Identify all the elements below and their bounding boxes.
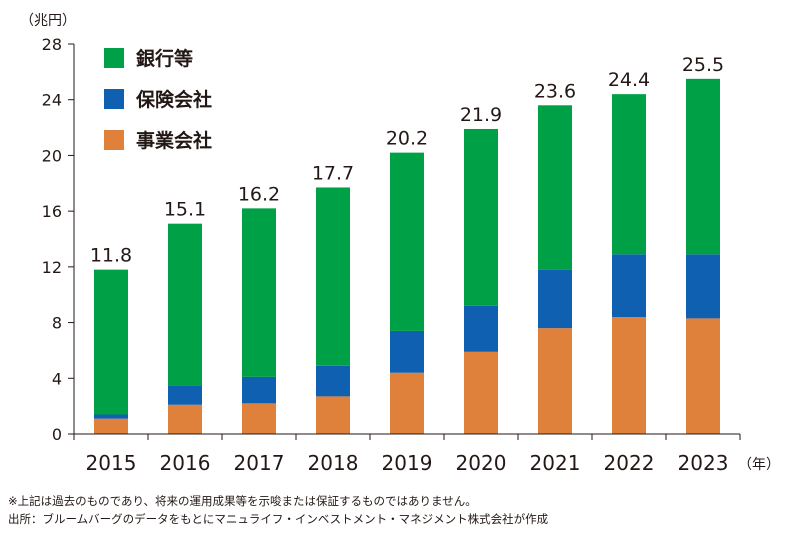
bar-segment — [94, 269, 128, 415]
legend-swatch — [104, 89, 124, 109]
bar-segment — [464, 351, 498, 434]
bar-segment — [538, 269, 572, 329]
x-tick-label: 2019 — [382, 451, 433, 475]
total-labels: 11.8 15.1 16.2 17.7 20.2 21.9 23.6 24.4 25.5 — [90, 54, 724, 267]
bar-segment — [538, 328, 572, 434]
y-tick-label: 24 — [42, 91, 62, 110]
source-note: 出所：ブルームバーグのデータをもとにマニュライフ・インベストメント・マネジメント… — [8, 512, 549, 526]
bar-segment — [390, 152, 424, 331]
bar-segment — [316, 365, 350, 397]
total-label: 11.8 — [90, 245, 132, 267]
x-tick-label: 2016 — [160, 451, 211, 475]
x-tick-label: 2018 — [308, 451, 359, 475]
bar-segment — [94, 418, 128, 434]
bar-segment — [242, 208, 276, 377]
bar-segment — [612, 317, 646, 434]
total-label: 20.2 — [386, 128, 428, 150]
bar-segment — [538, 105, 572, 270]
disclaimer-note: ※上記は過去のものであり、将来の運用成果等を示唆または保証するものではありません… — [8, 494, 477, 508]
bar-segment — [316, 187, 350, 366]
total-label: 25.5 — [682, 54, 724, 76]
y-tick-label: 8 — [52, 314, 62, 333]
bar-segment — [686, 78, 720, 255]
x-tick-label: 2017 — [234, 451, 285, 475]
total-label: 15.1 — [164, 199, 206, 221]
legend-label: 事業会社 — [136, 129, 212, 152]
stacked-bar-chart: （兆円） 0 4 8 12 16 20 24 28 11.8 15.1 16.2 17.7 20.2 2… — [20, 13, 780, 475]
bar-segment — [464, 128, 498, 306]
bar-segment — [168, 404, 202, 434]
legend-swatch — [104, 130, 124, 150]
x-unit-label: （年） — [738, 457, 780, 473]
y-tick-label: 12 — [42, 258, 62, 277]
bar-segment — [168, 385, 202, 405]
x-tick-label: 2022 — [604, 451, 655, 475]
x-tick-label: 2020 — [456, 451, 507, 475]
bar-segment — [612, 254, 646, 317]
total-label: 23.6 — [534, 80, 576, 102]
y-axis: 0 4 8 12 16 20 24 28 — [42, 35, 74, 444]
axes — [73, 44, 741, 440]
y-tick-label: 20 — [42, 146, 62, 165]
bar-segment — [686, 318, 720, 434]
x-tick-label: 2021 — [530, 451, 581, 475]
bar-segment — [686, 254, 720, 319]
bar-segment — [390, 372, 424, 434]
bar-segment — [242, 376, 276, 404]
bar-segment — [612, 94, 646, 255]
x-axis: 2015 2016 2017 2018 2019 2020 2021 2022 2023 — [86, 451, 729, 475]
bar-segment — [94, 414, 128, 419]
bar-segment — [168, 223, 202, 386]
bar-segment — [316, 396, 350, 434]
bar-series — [94, 78, 720, 434]
legend-label: 銀行等 — [136, 47, 193, 70]
bar-segment — [464, 305, 498, 352]
y-unit-label: （兆円） — [20, 13, 76, 29]
legend-swatch — [104, 48, 124, 68]
y-tick-label: 16 — [42, 202, 62, 221]
total-label: 17.7 — [312, 162, 354, 184]
total-label: 16.2 — [238, 183, 280, 205]
legend-label: 保険会社 — [135, 88, 212, 111]
y-tick-label: 28 — [42, 35, 62, 54]
x-tick-label: 2015 — [86, 451, 137, 475]
bar-segment — [242, 403, 276, 434]
x-tick-label: 2023 — [678, 451, 729, 475]
total-label: 21.9 — [460, 104, 502, 126]
total-label: 24.4 — [608, 69, 650, 91]
bar-segment — [390, 330, 424, 373]
y-tick-label: 0 — [52, 425, 62, 444]
y-tick-label: 4 — [52, 369, 62, 388]
